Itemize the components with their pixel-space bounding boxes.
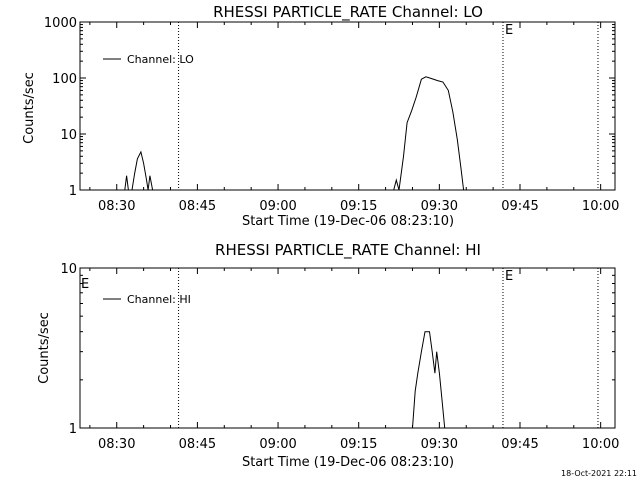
y-tick-label: 1 (69, 184, 77, 199)
x-tick-label: 09:30 (421, 437, 458, 452)
panel-lo: RHESSI PARTICLE_RATE Channel: LO Start T… (22, 3, 619, 229)
x-tick-label: 08:45 (179, 437, 216, 452)
y-tick-label: 100 (52, 72, 77, 87)
plot-frame (79, 267, 616, 429)
chart-title: RHESSI PARTICLE_RATE Channel: HI (215, 241, 481, 260)
series-line (124, 76, 465, 191)
marker-label: E (505, 23, 513, 38)
x-tick-label: 09:15 (340, 199, 377, 214)
x-tick-label: 08:30 (98, 199, 135, 214)
y-tick-label: 1000 (44, 16, 77, 31)
x-tick-label: 09:00 (259, 199, 296, 214)
chart-title: RHESSI PARTICLE_RATE Channel: LO (213, 3, 483, 22)
footer-timestamp: 18-Oct-2021 22:11 (561, 469, 637, 478)
x-tick-label: 08:45 (179, 199, 216, 214)
x-axis-label: Start Time (19-Dec-06 08:23:10) (242, 455, 454, 470)
x-tick-label: 09:45 (501, 199, 538, 214)
legend-label: Channel: LO (127, 53, 194, 66)
panel-hi: RHESSI PARTICLE_RATE Channel: HI Start T… (37, 241, 619, 470)
series-line (412, 331, 446, 429)
y-tick-label: 10 (60, 128, 77, 143)
y-axis-label: Counts/sec (37, 312, 52, 384)
x-tick-label: 10:00 (582, 199, 619, 214)
x-tick-label: 09:45 (501, 437, 538, 452)
y-axis-label: Counts/sec (22, 72, 37, 144)
x-tick-label: 10:00 (582, 437, 619, 452)
x-tick-label: 09:15 (340, 437, 377, 452)
marker-label: E (505, 269, 513, 284)
y-tick-label: 1 (69, 422, 77, 437)
y-tick-label: 10 (60, 262, 77, 277)
x-tick-label: 08:30 (98, 437, 135, 452)
x-tick-label: 09:30 (421, 199, 458, 214)
x-axis-label: Start Time (19-Dec-06 08:23:10) (242, 214, 454, 229)
legend-label: Channel: HI (127, 293, 191, 306)
x-tick-label: 09:00 (259, 437, 296, 452)
marker-label: E (81, 277, 89, 292)
